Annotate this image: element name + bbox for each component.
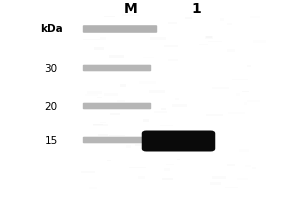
Bar (87, 91, 102, 94)
Bar (227, 23, 232, 25)
Bar (109, 135, 125, 136)
Bar (110, 113, 119, 115)
Bar (164, 168, 170, 171)
Bar (212, 87, 229, 89)
Text: 20: 20 (44, 102, 58, 112)
Bar (220, 18, 224, 21)
Bar (83, 39, 100, 40)
Bar (237, 178, 248, 180)
Bar (205, 36, 213, 39)
Text: 30: 30 (44, 64, 58, 74)
Bar (172, 104, 187, 107)
Bar (177, 159, 180, 160)
Bar (228, 112, 245, 114)
Bar (162, 178, 173, 180)
Bar (161, 108, 166, 110)
Bar (120, 84, 125, 87)
Bar (107, 160, 111, 161)
Bar (104, 16, 116, 17)
FancyBboxPatch shape (142, 130, 215, 152)
Bar (139, 81, 156, 84)
Bar (242, 91, 249, 92)
Bar (247, 100, 260, 102)
Bar (143, 57, 154, 58)
Bar (154, 111, 167, 113)
Text: 1: 1 (192, 2, 201, 16)
Bar (143, 119, 149, 122)
Bar (150, 37, 167, 40)
Bar (199, 44, 208, 45)
Bar (117, 100, 125, 102)
Text: kDa: kDa (40, 24, 62, 34)
Bar (225, 187, 238, 188)
Bar (143, 106, 150, 107)
Bar (174, 132, 188, 133)
Bar (98, 134, 108, 136)
FancyBboxPatch shape (83, 103, 151, 109)
Bar (244, 102, 247, 105)
Bar (100, 122, 106, 123)
Bar (122, 68, 131, 70)
Bar (206, 36, 212, 38)
Bar (208, 41, 222, 42)
Bar (149, 90, 165, 93)
Bar (129, 108, 146, 109)
Bar (110, 31, 127, 32)
Bar (93, 124, 103, 125)
Bar (85, 94, 98, 96)
Bar (247, 65, 251, 67)
Bar (227, 164, 235, 166)
Bar (168, 59, 178, 61)
Bar (212, 176, 226, 179)
Bar (89, 187, 97, 189)
Bar (232, 79, 248, 80)
Bar (190, 145, 205, 146)
Bar (164, 45, 178, 47)
Bar (104, 93, 118, 96)
Text: M: M (124, 2, 137, 16)
Bar (193, 136, 203, 139)
Bar (160, 125, 173, 126)
Bar (166, 164, 174, 165)
Bar (109, 55, 124, 58)
Bar (253, 40, 266, 43)
Bar (194, 132, 208, 134)
Bar (131, 67, 145, 69)
Bar (100, 37, 106, 40)
Bar (168, 22, 177, 24)
Bar (144, 29, 152, 32)
Bar (81, 171, 95, 173)
Bar (97, 97, 102, 98)
Bar (239, 149, 249, 152)
Bar (185, 17, 192, 19)
Text: 15: 15 (44, 136, 58, 146)
FancyBboxPatch shape (83, 65, 151, 71)
Bar (236, 93, 240, 96)
Bar (175, 98, 179, 100)
Bar (227, 49, 235, 52)
Bar (252, 167, 256, 169)
Bar (122, 14, 139, 16)
Bar (206, 114, 223, 116)
Bar (94, 47, 104, 50)
Bar (93, 124, 108, 126)
Bar (126, 145, 131, 148)
Bar (129, 167, 146, 168)
Bar (250, 16, 260, 18)
Bar (210, 182, 220, 185)
Bar (245, 165, 251, 167)
Bar (134, 144, 146, 146)
FancyBboxPatch shape (83, 137, 151, 143)
Bar (138, 176, 145, 179)
Bar (182, 136, 193, 138)
FancyBboxPatch shape (83, 25, 157, 33)
